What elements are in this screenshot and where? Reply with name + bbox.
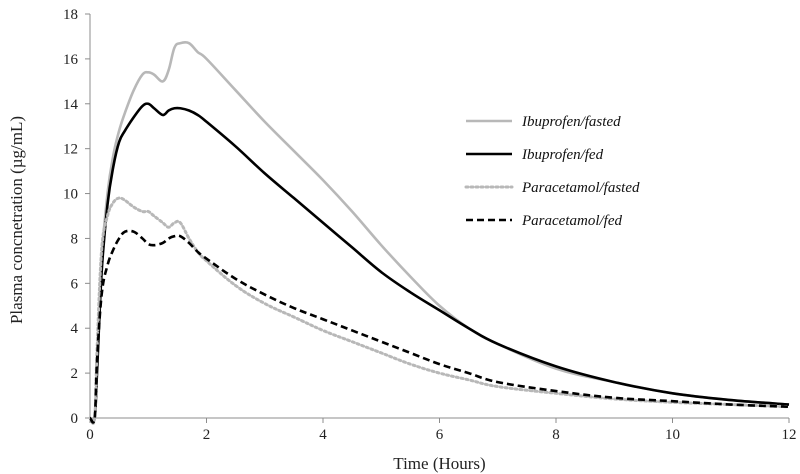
y-axis-title: Plasma concnetration (µg/mL) [7, 116, 26, 324]
x-tick-label: 8 [552, 427, 560, 443]
y-tick-label: 18 [63, 7, 78, 23]
x-tick-label: 6 [436, 427, 444, 443]
legend-label: Paracetamol/fed [521, 213, 622, 229]
y-tick-label: 10 [63, 187, 78, 203]
y-tick-label: 6 [71, 276, 79, 292]
legend-label: Ibuprofen/fed [521, 147, 604, 163]
y-tick-label: 12 [63, 142, 78, 158]
y-tick-label: 16 [63, 52, 79, 68]
y-tick-label: 14 [63, 97, 79, 113]
legend-label: Paracetamol/fasted [521, 180, 640, 196]
x-axis-title: Time (Hours) [393, 454, 485, 473]
y-tick-label: 8 [71, 231, 79, 247]
series-line-paracetamol-fasted [88, 196, 791, 425]
x-tick-label: 0 [86, 427, 94, 443]
y-tick-label: 2 [71, 366, 79, 382]
legend-label: Ibuprofen/fasted [521, 114, 621, 130]
x-tick-label: 2 [203, 427, 211, 443]
x-tick-label: 10 [665, 427, 680, 443]
y-tick-label: 4 [71, 321, 79, 337]
series-lines [88, 40, 791, 425]
series-line-ibuprofen-fed [88, 102, 790, 423]
legend: Ibuprofen/fasted Ibuprofen/fed Paracetamol… [464, 114, 640, 229]
series-line-paracetamol-fed [88, 229, 790, 424]
y-tick-label: 0 [71, 411, 79, 427]
axes [89, 14, 789, 419]
tick-labels: 0 2 4 6 8 10 12 14 16 18 0 2 4 6 8 10 12 [63, 7, 797, 443]
x-tick-label: 12 [782, 427, 797, 443]
x-tick-label: 4 [319, 427, 327, 443]
